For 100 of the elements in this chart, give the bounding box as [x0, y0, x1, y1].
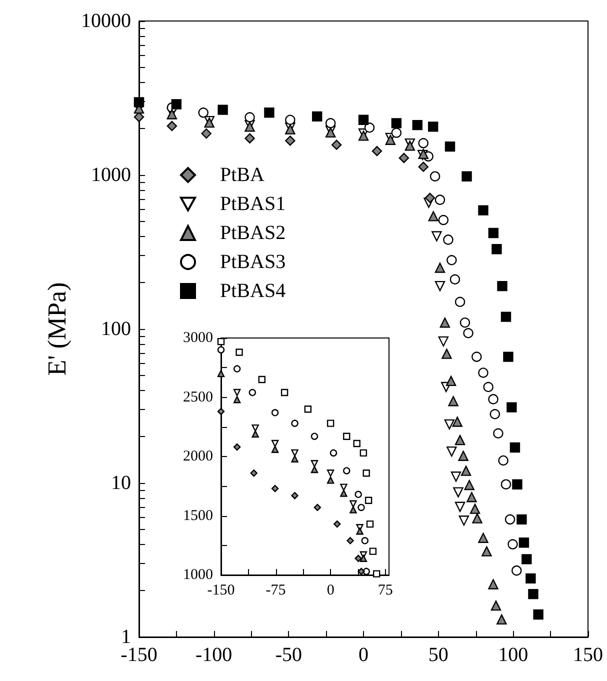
- point: [233, 443, 241, 451]
- point: [454, 296, 466, 307]
- point: [438, 214, 449, 226]
- point: [271, 440, 279, 448]
- point: [360, 554, 368, 562]
- point: [291, 449, 298, 457]
- x-tick-label: 0: [326, 582, 334, 598]
- point: [508, 539, 518, 550]
- point: [424, 192, 436, 204]
- point: [166, 120, 178, 132]
- x-tick-label: 75: [378, 582, 393, 598]
- point: [490, 600, 502, 611]
- point: [271, 484, 279, 492]
- point: [518, 538, 530, 548]
- point: [472, 352, 482, 362]
- legend-label: PtBAS2: [220, 222, 286, 244]
- point: [482, 546, 492, 556]
- point: [498, 455, 508, 466]
- point: [512, 565, 522, 576]
- point: [430, 171, 440, 182]
- x-tick-label: 50: [428, 644, 448, 666]
- point: [404, 140, 415, 151]
- point: [330, 449, 338, 457]
- point: [325, 118, 336, 128]
- point: [310, 466, 318, 474]
- point: [448, 396, 458, 406]
- point: [497, 280, 508, 292]
- point: [233, 396, 241, 404]
- point: [326, 476, 334, 484]
- point: [364, 122, 375, 133]
- point: [428, 211, 438, 222]
- point: [516, 514, 527, 525]
- point: [490, 409, 500, 420]
- point: [252, 424, 259, 432]
- y-axis-title: E' (MPa): [42, 282, 72, 376]
- point: [418, 138, 428, 148]
- point: [478, 532, 488, 544]
- point: [358, 504, 365, 512]
- point: [440, 318, 450, 328]
- point: [236, 348, 243, 356]
- point: [446, 446, 457, 457]
- point: [453, 487, 464, 498]
- x-tick-label: 100: [498, 644, 528, 666]
- point: [244, 133, 255, 144]
- point: [250, 469, 258, 477]
- point: [450, 472, 462, 482]
- point: [460, 466, 472, 476]
- point: [454, 434, 466, 446]
- point: [353, 440, 360, 448]
- point: [434, 194, 446, 205]
- y-tick-label: 10: [111, 472, 131, 494]
- point: [372, 146, 382, 156]
- y-tick-label: 10000: [81, 10, 131, 32]
- point: [478, 368, 488, 378]
- point: [500, 479, 512, 490]
- point: [500, 312, 512, 322]
- point: [488, 228, 499, 238]
- y-tick-label: 3000: [183, 330, 213, 346]
- point: [512, 479, 522, 490]
- point: [356, 528, 364, 535]
- point: [492, 244, 502, 254]
- point: [310, 460, 318, 468]
- point: [326, 420, 334, 427]
- point: [248, 388, 256, 396]
- legend-label: PtBAS4: [220, 280, 286, 302]
- point: [340, 490, 348, 497]
- y-tick-label: 1500: [183, 508, 213, 524]
- point: [271, 446, 279, 453]
- x-tick-label: -75: [266, 582, 286, 598]
- point: [470, 504, 480, 514]
- point: [312, 111, 322, 122]
- point: [369, 548, 377, 555]
- point: [466, 492, 477, 502]
- point: [217, 408, 225, 416]
- point: [418, 162, 428, 172]
- point: [444, 419, 455, 430]
- point: [264, 108, 274, 118]
- point: [252, 430, 259, 438]
- point: [314, 504, 322, 512]
- point: [271, 409, 279, 416]
- point: [340, 484, 348, 491]
- point: [354, 554, 362, 562]
- point: [493, 428, 504, 438]
- point: [391, 128, 402, 138]
- point: [446, 376, 456, 386]
- point: [488, 394, 498, 404]
- point: [291, 492, 298, 500]
- point: [412, 120, 422, 130]
- point: [434, 262, 446, 273]
- point: [350, 500, 357, 508]
- point: [171, 99, 182, 110]
- y-tick-label: 1000: [183, 567, 213, 583]
- point: [334, 520, 341, 528]
- point: [310, 432, 318, 440]
- point: [526, 573, 536, 584]
- point: [443, 234, 454, 245]
- point: [285, 114, 296, 125]
- x-tick-label: 0: [358, 644, 368, 666]
- point: [361, 537, 368, 544]
- point: [343, 432, 350, 440]
